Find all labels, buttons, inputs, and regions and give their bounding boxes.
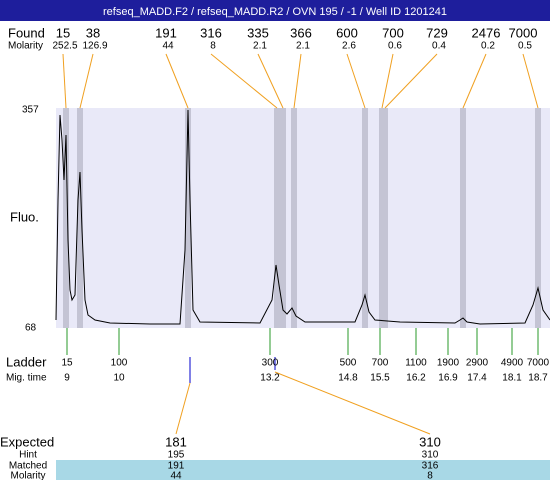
found-molarity: 2.1 (296, 41, 310, 52)
peak-band (280, 108, 286, 328)
matched-label: Matched (9, 461, 47, 472)
mig-time: 18.1 (502, 373, 522, 384)
connector (175, 382, 191, 435)
mig-time: 17.4 (467, 373, 487, 384)
peak-connector (462, 53, 487, 109)
peak-connector (79, 53, 94, 109)
hint-size: 195 (168, 450, 185, 461)
peak-connector (384, 53, 438, 109)
found-molarity: 8 (210, 41, 216, 52)
found-label: Found (8, 25, 45, 40)
peak-band (382, 108, 388, 328)
hint-label: Hint (19, 450, 37, 461)
peak-band (362, 108, 368, 328)
peak-band (63, 108, 69, 328)
ladder-size: 1100 (405, 358, 427, 369)
mig-time: 16.9 (438, 373, 458, 384)
peak-band (535, 108, 541, 328)
found-molarity: 2.1 (253, 41, 267, 52)
found-molarity: 2.6 (342, 41, 356, 52)
matched-size: 191 (168, 461, 185, 472)
ladder-size: 300 (262, 358, 279, 369)
title: refseq_MADD.F2 / refseq_MADD.R2 / OVN 19… (103, 6, 447, 18)
peak-band (460, 108, 466, 328)
found-size: 335 (247, 25, 269, 40)
mig-time: 10 (113, 373, 125, 384)
matched-molarity: 44 (170, 471, 182, 480)
peak-band (291, 108, 297, 328)
mig-time: 9 (64, 373, 70, 384)
mig-time: 15.5 (370, 373, 390, 384)
y-axis-label: Fluo. (10, 209, 39, 224)
peak-connector (165, 53, 189, 109)
found-size: 366 (290, 25, 312, 40)
found-size: 38 (86, 25, 100, 40)
found-size: 700 (382, 25, 404, 40)
found-molarity: 252.5 (52, 41, 77, 52)
ladder-size: 500 (340, 358, 357, 369)
peak-connector (62, 53, 67, 109)
mig-time: 14.8 (338, 373, 358, 384)
matched-highlight (56, 460, 550, 480)
y-max: 357 (22, 105, 39, 116)
peak-connector (381, 53, 394, 109)
ladder-size: 2900 (466, 358, 489, 369)
found-size: 191 (155, 25, 177, 40)
y-min: 68 (25, 323, 37, 334)
matched-size: 316 (422, 461, 439, 472)
molarity-label: Molarity (10, 471, 45, 480)
found-size: 15 (56, 25, 70, 40)
peak-connector (257, 53, 284, 109)
found-size: 316 (200, 25, 222, 40)
found-molarity: 44 (162, 41, 174, 52)
peak-connector (293, 53, 302, 109)
matched-molarity: 8 (427, 471, 433, 480)
found-molarity: 0.4 (432, 41, 446, 52)
mig-time: 13.2 (260, 373, 280, 384)
mig-time: 16.2 (406, 373, 426, 384)
mig-time: 18.7 (528, 373, 548, 384)
ladder-size: 15 (61, 358, 73, 369)
found-size: 2476 (472, 25, 501, 40)
found-size: 7000 (509, 25, 538, 40)
expected-size: 181 (165, 434, 187, 449)
peak-band (77, 108, 83, 328)
ladder-size: 7000 (527, 358, 550, 369)
connector (274, 371, 431, 435)
peak-connector (210, 53, 278, 109)
mig-time-label: Mig. time (6, 373, 47, 384)
found-molarity: 0.2 (481, 41, 495, 52)
peak-band (274, 108, 280, 328)
hint-size: 310 (422, 450, 439, 461)
expected-size: 310 (419, 434, 441, 449)
peak-connector (522, 53, 539, 109)
molarity-label: Molarity (8, 41, 43, 52)
found-molarity: 126.9 (82, 41, 107, 52)
title-bar (0, 0, 550, 21)
fluorescence-trace (55, 109, 550, 325)
peak-connector (346, 53, 366, 109)
found-size: 600 (336, 25, 358, 40)
ladder-size: 1900 (437, 358, 460, 369)
plot-area (56, 108, 550, 328)
ladder-label: Ladder (6, 354, 47, 369)
expected-label: Expected (0, 434, 54, 449)
found-molarity: 0.5 (518, 41, 532, 52)
ladder-size: 700 (372, 358, 389, 369)
ladder-size: 4900 (501, 358, 524, 369)
found-molarity: 0.6 (388, 41, 402, 52)
found-size: 729 (426, 25, 448, 40)
peak-band (185, 108, 191, 328)
ladder-size: 100 (111, 358, 128, 369)
